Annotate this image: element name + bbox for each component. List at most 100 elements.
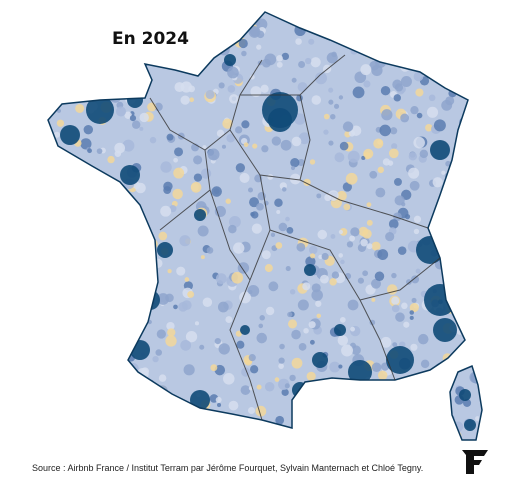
commune-patch: [62, 321, 69, 328]
commune-patch: [228, 224, 237, 234]
commune-patch: [411, 297, 417, 303]
commune-patch: [127, 321, 134, 328]
commune-patch: [58, 335, 64, 341]
commune-patch: [471, 82, 478, 89]
commune-patch: [442, 48, 452, 58]
commune-patch: [328, 87, 334, 93]
commune-patch: [75, 71, 87, 83]
commune-patch: [448, 12, 458, 20]
commune-patch: [413, 136, 425, 149]
commune-patch: [55, 272, 65, 282]
commune-patch: [339, 382, 347, 389]
commune-patch: [155, 349, 163, 356]
commune-patch: [158, 374, 167, 382]
commune-patch: [136, 277, 146, 287]
commune-patch: [174, 82, 185, 93]
commune-patch: [391, 272, 397, 279]
commune-patch: [98, 58, 103, 64]
commune-patch: [410, 343, 418, 351]
commune-patch: [289, 289, 296, 295]
region-borders: [149, 54, 441, 421]
commune-patch: [37, 408, 43, 414]
commune-patch: [193, 38, 205, 50]
commune-patch: [404, 383, 412, 391]
commune-patch: [423, 26, 431, 33]
commune-patch: [48, 147, 55, 159]
commune-patch: [215, 396, 222, 403]
commune-patch: [251, 223, 262, 234]
commune-patch: [222, 12, 231, 21]
commune-patch: [337, 23, 350, 36]
commune-patch: [308, 38, 315, 45]
commune-patch: [51, 202, 61, 212]
commune-patch: [135, 285, 141, 291]
commune-patch: [425, 65, 437, 77]
commune-patch: [362, 397, 371, 406]
commune-patch: [48, 302, 49, 311]
commune-patch: [395, 435, 404, 440]
commune-patch: [278, 357, 285, 364]
commune-patch: [73, 373, 80, 380]
commune-patch: [478, 116, 482, 122]
commune-patch: [113, 388, 119, 394]
commune-patch: [366, 243, 373, 250]
commune-patch: [338, 364, 343, 369]
commune-patch: [66, 17, 73, 24]
commune-patch: [471, 170, 479, 177]
commune-patch: [454, 239, 466, 251]
commune-patch: [234, 14, 245, 25]
commune-patch: [160, 161, 172, 173]
commune-patch: [394, 177, 402, 186]
commune-patch: [393, 428, 406, 440]
commune-patch: [79, 415, 87, 423]
commune-patch: [323, 129, 329, 135]
commune-patch: [152, 355, 159, 363]
high-density-zone: [240, 325, 250, 335]
commune-patch: [432, 401, 444, 412]
commune-patch: [146, 292, 152, 298]
high-density-zone: [312, 352, 328, 368]
commune-patch: [280, 139, 292, 151]
commune-patch: [453, 151, 461, 160]
commune-patch: [123, 18, 133, 28]
commune-patch: [38, 425, 48, 435]
commune-patch: [366, 413, 376, 423]
commune-patch: [144, 19, 153, 28]
commune-patch: [88, 82, 93, 87]
commune-patch: [137, 224, 149, 236]
commune-patch: [284, 383, 290, 389]
commune-patch: [63, 32, 75, 43]
commune-patch: [303, 20, 313, 30]
commune-patch: [328, 99, 334, 105]
commune-patch: [319, 274, 329, 284]
commune-patch: [76, 282, 85, 290]
commune-patch: [302, 282, 311, 291]
commune-patch: [226, 134, 235, 143]
commune-patch: [95, 385, 107, 398]
commune-patch: [461, 294, 473, 306]
commune-patch: [71, 273, 76, 278]
commune-patch: [87, 56, 95, 65]
commune-patch: [165, 335, 177, 347]
commune-patch: [413, 395, 420, 403]
commune-patch: [341, 344, 354, 357]
commune-patch: [261, 250, 271, 260]
high-density-zone: [464, 419, 476, 431]
commune-patch: [216, 129, 225, 138]
commune-patch: [52, 369, 61, 378]
commune-patch: [264, 53, 277, 66]
commune-patch: [458, 21, 469, 33]
commune-patch: [193, 155, 203, 165]
commune-patch: [158, 231, 168, 241]
commune-patch: [340, 259, 345, 265]
commune-patch: [58, 198, 68, 208]
commune-patch: [155, 421, 164, 430]
commune-patch: [281, 52, 290, 61]
commune-patch: [194, 55, 207, 68]
commune-patch: [392, 342, 398, 348]
commune-patch: [111, 17, 123, 29]
commune-patch: [103, 66, 115, 77]
commune-patch: [388, 148, 399, 159]
commune-patch: [182, 419, 190, 427]
commune-patch: [323, 113, 330, 120]
